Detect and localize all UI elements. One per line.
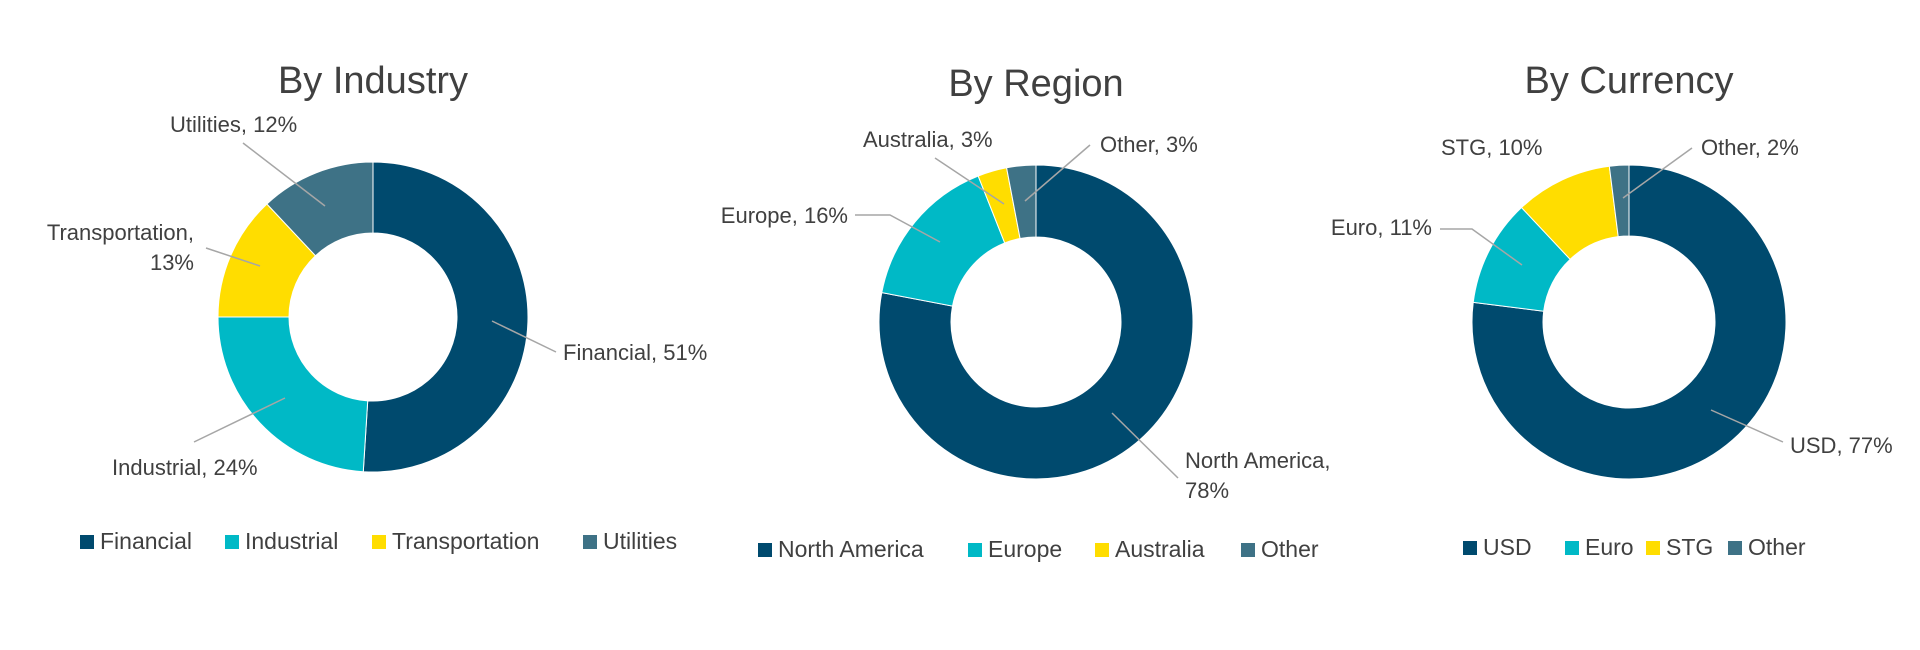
leader-line-by-currency-usd: [1710, 409, 1784, 443]
data-label-by-region-other: Other, 3%: [1100, 132, 1198, 157]
legend-swatch-by-currency-other: [1728, 541, 1742, 555]
legend-swatch-by-region-other: [1241, 543, 1255, 557]
slice-by-currency-other: [1608, 164, 1630, 238]
legend-label-by-region-australia: Australia: [1115, 536, 1205, 562]
legend-label-by-industry-transportation: Transportation: [392, 528, 539, 554]
legend-label-by-region-europe: Europe: [988, 536, 1062, 562]
legend-label-by-currency-stg: STG: [1666, 534, 1713, 560]
leader-line-by-industry-transportation: [205, 247, 261, 267]
legend-swatch-by-currency-euro: [1565, 541, 1579, 555]
data-label-by-currency-euro: Euro, 11%: [1331, 215, 1432, 240]
legend-swatch-by-industry-financial: [80, 535, 94, 549]
legend-label-by-currency-usd: USD: [1483, 534, 1532, 560]
legend-swatch-by-region-north-america: [758, 543, 772, 557]
legend-label-by-currency-other: Other: [1748, 534, 1806, 560]
data-label-by-industry-industrial: Industrial, 24%: [112, 455, 258, 480]
legend-label-by-region-other: Other: [1261, 536, 1319, 562]
leader-line-by-currency-other: [1622, 147, 1693, 199]
chart-title-by-region: By Region: [948, 63, 1123, 105]
data-label-by-industry-transportation: Transportation, 13%: [47, 220, 194, 275]
leader-line-by-currency-euro: [1440, 228, 1523, 266]
data-label-by-region-europe: Europe, 16%: [721, 203, 848, 228]
data-label-by-currency-stg: STG, 10%: [1441, 135, 1542, 160]
leader-line-by-region-north-america: [1111, 412, 1179, 479]
leader-line-by-region-europe: [855, 214, 941, 243]
legend-label-by-industry-utilities: Utilities: [603, 528, 677, 554]
data-label-by-region-australia: Australia, 3%: [863, 127, 993, 152]
legend-swatch-by-currency-stg: [1646, 541, 1660, 555]
data-label-by-currency-usd: USD, 77%: [1790, 433, 1893, 458]
data-label-by-region-north-america: North America, 78%: [1185, 448, 1331, 503]
legend-swatch-by-industry-utilities: [583, 535, 597, 549]
data-label-by-industry-financial: Financial, 51%: [563, 340, 707, 365]
legend-swatch-by-industry-transportation: [372, 535, 386, 549]
leader-line-by-region-australia: [934, 157, 1005, 205]
legend-label-by-region-north-america: North America: [778, 536, 924, 562]
slice-by-currency-usd: [1471, 164, 1787, 480]
legend-label-by-industry-financial: Financial: [100, 528, 192, 554]
slice-by-region-other: [1005, 164, 1037, 240]
slice-by-industry-industrial: [217, 316, 369, 473]
legend-swatch-by-region-australia: [1095, 543, 1109, 557]
chart-title-by-currency: By Currency: [1524, 60, 1733, 102]
data-label-by-currency-other: Other, 2%: [1701, 135, 1799, 160]
legend-label-by-industry-industrial: Industrial: [245, 528, 338, 554]
leader-line-by-region-other: [1024, 144, 1091, 202]
legend-swatch-by-industry-industrial: [225, 535, 239, 549]
legend-swatch-by-region-europe: [968, 543, 982, 557]
data-label-by-industry-utilities: Utilities, 12%: [170, 112, 297, 137]
slice-by-industry-financial: [362, 161, 529, 473]
slice-by-industry-utilities: [266, 161, 374, 257]
leader-line-by-industry-utilities: [242, 142, 326, 207]
legend-label-by-currency-euro: Euro: [1585, 534, 1634, 560]
leader-line-by-industry-financial: [491, 320, 557, 353]
slice-by-region-north-america: [878, 164, 1194, 480]
leader-line-by-industry-industrial: [193, 397, 286, 443]
chart-title-by-industry: By Industry: [278, 60, 468, 102]
legend-swatch-by-currency-usd: [1463, 541, 1477, 555]
